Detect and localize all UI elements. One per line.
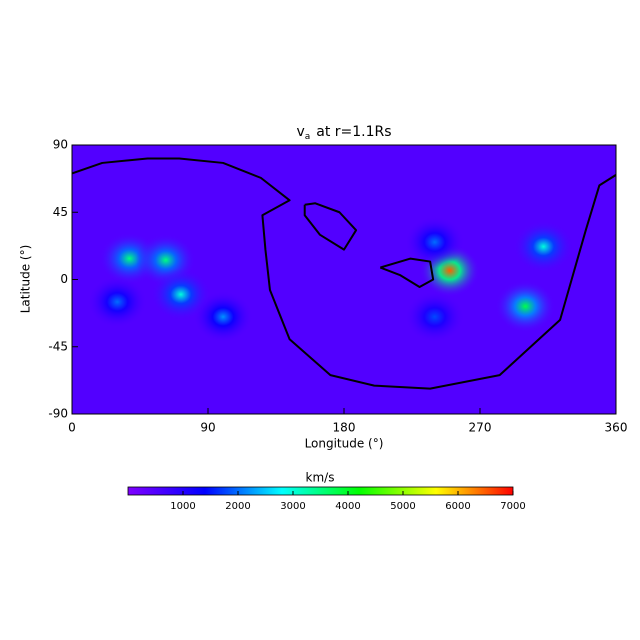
y-tick-label: 0	[60, 272, 68, 286]
colorbar-tick-label: 6000	[445, 501, 470, 512]
x-tick-label: 270	[469, 421, 492, 435]
colorbar-tick-label: 1000	[170, 501, 195, 512]
hotspot	[495, 280, 556, 333]
y-tick-label: -45	[48, 339, 68, 353]
colorbar-tick-label: 5000	[390, 501, 415, 512]
plot-area	[72, 145, 616, 414]
colorbar	[127, 486, 514, 496]
hotspot	[404, 290, 465, 343]
contour-line	[72, 157, 616, 390]
contour-line	[379, 257, 435, 288]
hotspot	[404, 216, 465, 269]
x-tick-label: 90	[200, 421, 215, 435]
chart-title: va at r=1.1Rs	[296, 124, 391, 142]
title-rest: at r=1.1Rs	[316, 124, 391, 140]
hotspot	[193, 290, 254, 343]
colorbar-tick-label: 4000	[335, 501, 360, 512]
y-tick-label: 45	[53, 205, 68, 219]
title-main: v	[296, 124, 304, 140]
hotspot	[87, 275, 148, 328]
x-tick-label: 0	[68, 421, 76, 435]
x-tick-label: 360	[605, 421, 628, 435]
y-axis-label: Latitude (°)	[19, 245, 33, 314]
colorbar-tick-label: 3000	[280, 501, 305, 512]
title-sub: a	[305, 132, 311, 142]
x-tick-label: 180	[333, 421, 356, 435]
colorbar-label: km/s	[306, 471, 335, 485]
colorbar-tick-label: 7000	[500, 501, 525, 512]
y-tick-label: -90	[48, 407, 68, 421]
y-tick-label: 90	[53, 138, 68, 152]
colorbar-tick-label: 2000	[225, 501, 250, 512]
x-axis-label: Longitude (°)	[305, 437, 384, 451]
hotspot	[513, 220, 574, 273]
contour-line	[303, 202, 358, 251]
